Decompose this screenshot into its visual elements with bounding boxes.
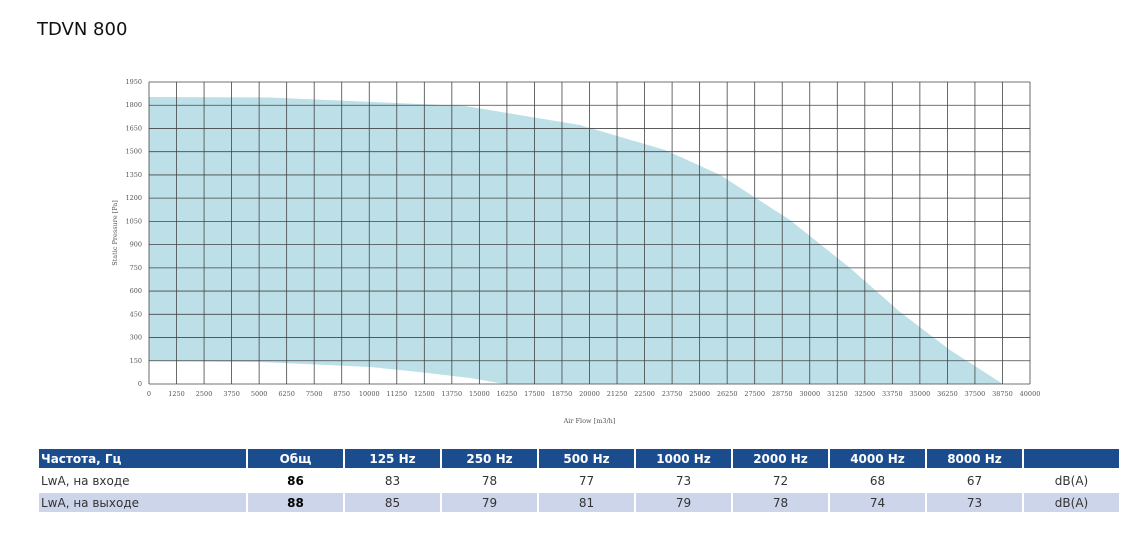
header-cell: 250 Hz bbox=[442, 449, 537, 468]
x-tick-label: 27500 bbox=[744, 390, 765, 398]
table-cell: 83 bbox=[384, 473, 401, 488]
x-tick-label: 37500 bbox=[965, 390, 986, 398]
x-tick-label: 13750 bbox=[442, 390, 463, 398]
header-cell: 125 Hz bbox=[345, 449, 440, 468]
header-cell: 500 Hz bbox=[539, 449, 634, 468]
x-tick-label: 1250 bbox=[168, 390, 185, 398]
table-cell: 67 bbox=[966, 473, 983, 488]
y-tick-label: 150 bbox=[130, 357, 142, 365]
y-tick-label: 1350 bbox=[125, 171, 142, 179]
x-tick-label: 38750 bbox=[992, 390, 1013, 398]
table-cell: LwA, на входе bbox=[41, 473, 130, 488]
x-tick-label: 6250 bbox=[278, 390, 295, 398]
y-tick-label: 1500 bbox=[125, 148, 142, 156]
x-tick-label: 11250 bbox=[386, 390, 407, 398]
table-cell: dB(A) bbox=[1054, 473, 1089, 488]
x-tick-label: 35000 bbox=[910, 390, 931, 398]
table-cell: 68 bbox=[869, 473, 886, 488]
y-tick-label: 1200 bbox=[125, 194, 142, 202]
table-cell: dB(A) bbox=[1024, 493, 1119, 512]
header-cell: 2000 Hz bbox=[733, 449, 828, 468]
table-cell: 78 bbox=[481, 473, 498, 488]
x-tick-label: 22500 bbox=[634, 390, 655, 398]
x-tick-label: 32500 bbox=[854, 390, 875, 398]
x-tick-label: 12500 bbox=[414, 390, 435, 398]
table-body: LwA, на входе 86 83 78 77 73 72 68 67 dB(A) LwA, н… bbox=[39, 471, 1119, 512]
table-cell: 73 bbox=[675, 473, 692, 488]
y-tick-label: 0 bbox=[138, 380, 142, 388]
x-tick-label: 36250 bbox=[937, 390, 958, 398]
x-tick-label: 26250 bbox=[717, 390, 738, 398]
x-tick-label: 5000 bbox=[251, 390, 268, 398]
header-cell: Общ bbox=[248, 449, 343, 468]
table-cell: 85 bbox=[345, 493, 440, 512]
x-tick-label: 10000 bbox=[359, 390, 380, 398]
x-tick-label: 3750 bbox=[223, 390, 240, 398]
header-cell: 4000 Hz bbox=[830, 449, 925, 468]
y-tick-label: 900 bbox=[130, 241, 142, 249]
table-cell: 77 bbox=[578, 473, 595, 488]
header-cell: 8000 Hz bbox=[927, 449, 1022, 468]
y-tick-label: 1050 bbox=[125, 217, 142, 225]
page-title: TDVN 800 bbox=[37, 19, 128, 40]
sound-table: Частота, Гц Общ 125 Hz 250 Hz 500 Hz 1000 Hz 2… bbox=[37, 446, 1121, 515]
table-cell: LwA, на выходе bbox=[39, 493, 246, 512]
x-axis-title: Air Flow [m3/h] bbox=[563, 417, 616, 425]
table-cell: 86 bbox=[287, 473, 304, 488]
y-axis-title: Static Pressure [Pa] bbox=[111, 200, 119, 266]
header-cell bbox=[1024, 449, 1119, 468]
table-cell: 72 bbox=[772, 473, 789, 488]
chart: 0 150 300 450 600 750 900 1050 1200 1350 1500 1650 1… bbox=[111, 78, 1041, 425]
x-tick-label: 31250 bbox=[827, 390, 848, 398]
x-tick-label: 20000 bbox=[579, 390, 600, 398]
table-row: LwA, на выходе 88 85 79 81 79 78 74 73 dB(A) bbox=[39, 493, 1119, 512]
x-tick-label: 40000 bbox=[1020, 390, 1041, 398]
table-cell: 74 bbox=[830, 493, 925, 512]
x-tick-label: 25000 bbox=[689, 390, 710, 398]
header-cell: 1000 Hz bbox=[636, 449, 731, 468]
table-cell: 79 bbox=[442, 493, 537, 512]
header-cell: Частота, Гц bbox=[39, 449, 246, 468]
y-tick-label: 450 bbox=[130, 310, 142, 318]
x-tick-label: 28750 bbox=[772, 390, 793, 398]
x-tick-label: 2500 bbox=[196, 390, 213, 398]
x-tick-label: 15000 bbox=[469, 390, 490, 398]
x-tick-label: 18750 bbox=[552, 390, 573, 398]
table-cell: 73 bbox=[927, 493, 1022, 512]
x-tick-label: 7500 bbox=[306, 390, 323, 398]
lower-curve-area bbox=[149, 361, 505, 384]
x-tick-label: 23750 bbox=[662, 390, 683, 398]
x-tick-label: 8750 bbox=[333, 390, 350, 398]
x-tick-label: 21250 bbox=[607, 390, 628, 398]
y-tick-label: 300 bbox=[130, 334, 142, 342]
x-tick-label: 0 bbox=[147, 390, 151, 398]
y-tick-label: 600 bbox=[130, 287, 142, 295]
x-tick-label: 30000 bbox=[799, 390, 820, 398]
table-cell: 79 bbox=[636, 493, 731, 512]
y-tick-label: 1650 bbox=[125, 124, 142, 132]
y-tick-label: 1950 bbox=[125, 78, 142, 86]
x-tick-label: 17500 bbox=[524, 390, 545, 398]
y-tick-label: 750 bbox=[130, 264, 142, 272]
x-tick-label: 16250 bbox=[497, 390, 518, 398]
x-tick-label: 33750 bbox=[882, 390, 903, 398]
upper-curve-area bbox=[149, 97, 1003, 384]
y-tick-label: 1800 bbox=[125, 101, 142, 109]
table-cell: 88 bbox=[248, 493, 343, 512]
table-cell: 78 bbox=[733, 493, 828, 512]
table-row: LwA, на входе 86 83 78 77 73 72 68 67 dB(A) bbox=[39, 471, 1119, 490]
table-cell: 81 bbox=[539, 493, 634, 512]
header-row: Частота, Гц Общ 125 Hz 250 Hz 500 Hz 1000 Hz 2… bbox=[39, 449, 1119, 468]
